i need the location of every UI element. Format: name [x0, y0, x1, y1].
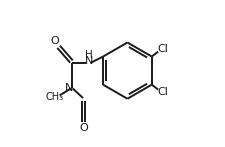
Text: O: O [79, 123, 88, 133]
Text: N: N [65, 83, 73, 93]
Text: O: O [50, 36, 59, 46]
Text: Cl: Cl [157, 44, 168, 54]
Text: Cl: Cl [157, 87, 168, 97]
Text: H: H [85, 50, 92, 60]
Text: N: N [84, 56, 92, 66]
Text: CH₃: CH₃ [45, 92, 63, 102]
